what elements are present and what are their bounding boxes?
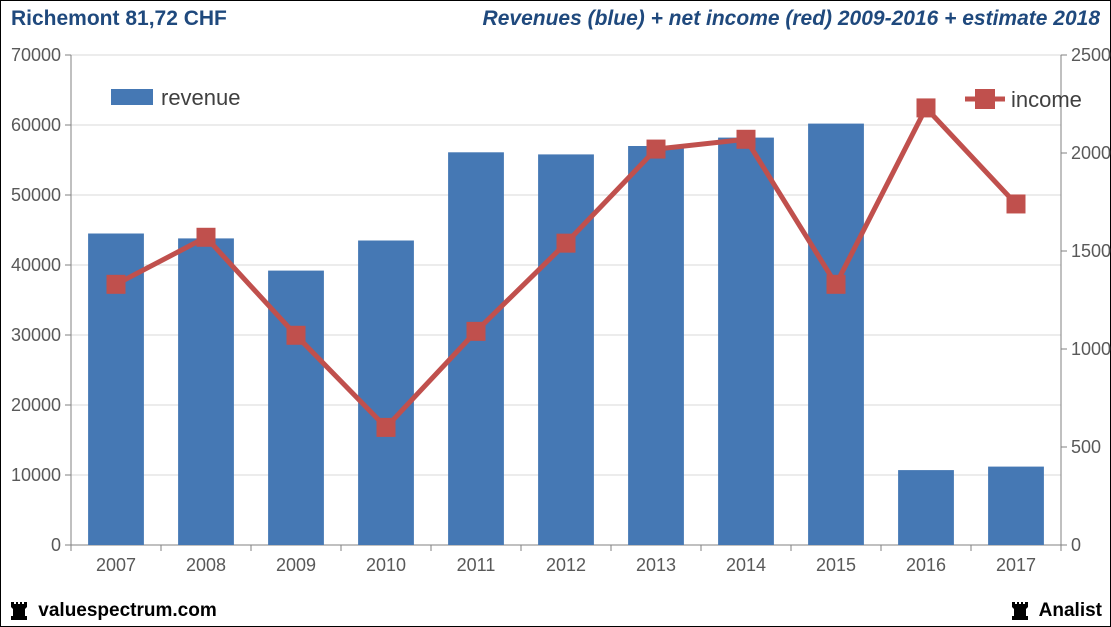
chart-svg: 0 10000 20000 30000 40000 50000 60000 70000 0 500… (1, 35, 1111, 595)
footer-right: Analist (1010, 600, 1102, 622)
y-left-tick-label: 20000 (11, 395, 61, 415)
y-right-tick-label: 2000 (1071, 143, 1111, 163)
revenue-bar (718, 138, 774, 545)
revenue-bar (358, 241, 414, 546)
legend-label-revenue: revenue (161, 85, 241, 110)
rook-icon (1010, 600, 1030, 622)
x-tick-label: 2011 (457, 555, 496, 575)
y-left-tick-label: 50000 (11, 185, 61, 205)
x-tick-label: 2013 (636, 555, 676, 575)
footer-left: valuespectrum.com (9, 600, 217, 622)
x-tick-label: 2017 (996, 555, 1036, 575)
income-marker (557, 234, 575, 252)
y-left-tick-label: 10000 (11, 465, 61, 485)
y-left-tick-label: 70000 (11, 45, 61, 65)
title-left: Richemont 81,72 CHF (11, 7, 227, 31)
x-tick-label: 2008 (186, 555, 226, 575)
footer: valuespectrum.com Analist (1, 598, 1110, 624)
y-left-tick-label: 30000 (11, 325, 61, 345)
income-marker (197, 228, 215, 246)
rook-icon (9, 600, 29, 622)
y-right-tick-label: 1500 (1071, 241, 1111, 261)
revenue-bar (808, 124, 864, 545)
y-left-tick-label: 0 (51, 535, 61, 555)
revenue-bar (898, 470, 954, 545)
x-tick-label: 2010 (366, 555, 406, 575)
income-marker (647, 140, 665, 158)
y-right-tick-label: 1000 (1071, 339, 1111, 359)
legend-swatch-bar (111, 89, 153, 105)
income-marker (737, 130, 755, 148)
income-marker (1007, 195, 1025, 213)
income-marker (287, 326, 305, 344)
title-right: Revenues (blue) + net income (red) 2009-… (483, 7, 1100, 31)
revenue-bar (538, 154, 594, 545)
income-marker (467, 322, 485, 340)
x-tick-label: 2012 (546, 555, 586, 575)
income-marker (107, 275, 125, 293)
chart-frame: Richemont 81,72 CHF Revenues (blue) + ne… (0, 0, 1111, 627)
legend-swatch-marker (975, 89, 995, 109)
x-tick-label: 2016 (906, 555, 946, 575)
income-marker (917, 99, 935, 117)
footer-left-text: valuespectrum.com (38, 600, 216, 621)
legend-label-income: income (1011, 87, 1082, 112)
x-tick-label: 2007 (96, 555, 136, 575)
income-marker (377, 418, 395, 436)
revenue-bar (628, 146, 684, 545)
y-right-tick-label: 2500 (1071, 45, 1111, 65)
x-tick-label: 2015 (816, 555, 856, 575)
x-tick-label: 2009 (276, 555, 316, 575)
income-marker (827, 275, 845, 293)
revenue-bar (178, 238, 234, 545)
x-tick-label: 2014 (726, 555, 766, 575)
y-left-tick-label: 40000 (11, 255, 61, 275)
y-left-tick-label: 60000 (11, 115, 61, 135)
revenue-bar (988, 467, 1044, 545)
y-right-tick-label: 500 (1071, 437, 1101, 457)
footer-right-text: Analist (1039, 600, 1102, 621)
y-right-tick-label: 0 (1071, 535, 1081, 555)
